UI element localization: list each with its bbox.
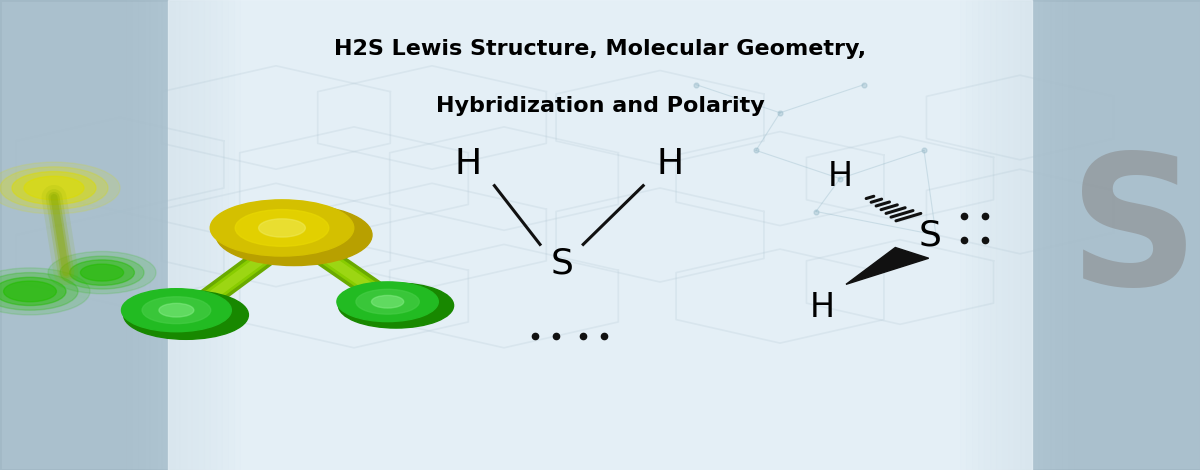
Bar (1056, 0, 1200, 470)
Circle shape (337, 282, 438, 321)
Bar (0, 0, 228, 470)
Text: H: H (455, 148, 481, 181)
Circle shape (121, 289, 232, 332)
Circle shape (0, 273, 78, 310)
Circle shape (372, 296, 403, 308)
Bar (0, 0, 168, 470)
Circle shape (0, 277, 66, 306)
Circle shape (0, 162, 120, 214)
Bar (0, 0, 144, 470)
Bar (0, 0, 204, 470)
Text: Hybridization and Polarity: Hybridization and Polarity (436, 96, 764, 116)
Bar (1032, 0, 1200, 470)
Circle shape (48, 251, 156, 294)
Circle shape (158, 303, 194, 317)
Bar (1062, 0, 1200, 470)
Circle shape (124, 290, 248, 339)
Bar (0, 0, 210, 470)
Bar (1074, 0, 1200, 470)
Bar (0, 0, 216, 470)
Bar (984, 0, 1200, 470)
Bar (0, 0, 222, 470)
Bar (0, 0, 126, 470)
Circle shape (259, 219, 305, 237)
Bar (0, 0, 156, 470)
Bar (990, 0, 1200, 470)
Circle shape (4, 281, 56, 302)
Bar (972, 0, 1200, 470)
Bar (0, 0, 192, 470)
Bar (1008, 0, 1200, 470)
Bar (1044, 0, 1200, 470)
Bar (0, 0, 168, 470)
Bar (1032, 0, 1200, 470)
Circle shape (80, 264, 124, 281)
Text: S: S (550, 246, 574, 280)
Circle shape (356, 290, 419, 314)
Bar (960, 0, 1200, 470)
Bar (0, 0, 162, 470)
Text: S: S (1069, 147, 1199, 323)
Bar (1068, 0, 1200, 470)
Text: H2S Lewis Structure, Molecular Geometry,: H2S Lewis Structure, Molecular Geometry, (334, 39, 866, 59)
Bar (0, 0, 132, 470)
Circle shape (12, 172, 96, 204)
Text: H: H (656, 148, 683, 181)
Circle shape (60, 256, 144, 289)
Bar (0, 0, 174, 470)
Bar (0, 0, 138, 470)
Bar (1020, 0, 1200, 470)
Bar (1026, 0, 1200, 470)
Bar (0, 0, 234, 470)
Bar (966, 0, 1200, 470)
Circle shape (216, 204, 372, 266)
Circle shape (70, 260, 134, 285)
Bar (1014, 0, 1200, 470)
Circle shape (0, 167, 108, 209)
Bar (1050, 0, 1200, 470)
Circle shape (142, 297, 211, 324)
Circle shape (210, 200, 354, 256)
Bar (0, 0, 180, 470)
Bar (168, 0, 1032, 470)
Bar (996, 0, 1200, 470)
Circle shape (24, 176, 84, 200)
Bar (0, 0, 240, 470)
Bar (0, 0, 150, 470)
Circle shape (338, 283, 454, 328)
Bar (1038, 0, 1200, 470)
Polygon shape (846, 248, 929, 284)
Bar (978, 0, 1200, 470)
Text: H: H (810, 291, 834, 324)
Circle shape (0, 268, 90, 315)
Text: S: S (918, 218, 942, 252)
Bar (0, 0, 186, 470)
Circle shape (235, 210, 329, 246)
Bar (0, 0, 198, 470)
Bar (1002, 0, 1200, 470)
Text: H: H (828, 160, 852, 193)
